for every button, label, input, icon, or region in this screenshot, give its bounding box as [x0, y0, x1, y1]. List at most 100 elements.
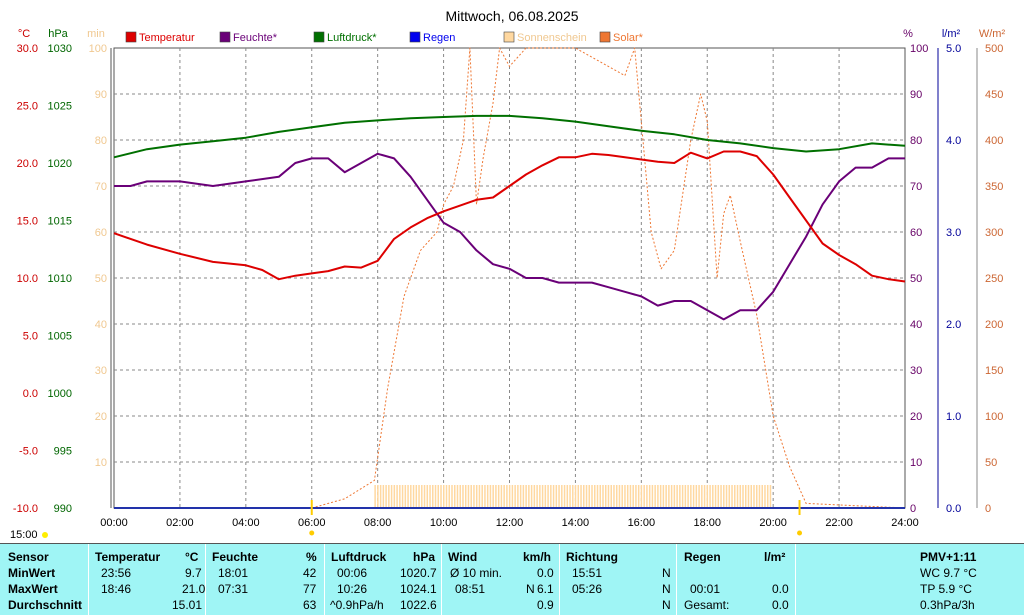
- sunshine-bar: [574, 485, 577, 508]
- axis-unit-lm2: l/m²: [942, 28, 961, 40]
- axis-tick-temp: -5.0: [19, 446, 38, 458]
- sunshine-bar: [687, 485, 689, 508]
- weather-chart: Mittwoch, 06.08.2025 -10.0 -5.0 0.0 5.0 10.0 1…: [10, 8, 1005, 541]
- sunshine-bar: [577, 485, 580, 508]
- axis-tick-pct: 90: [910, 89, 922, 101]
- sunshine-bar: [503, 485, 505, 508]
- stats-hum-value: 77: [303, 582, 317, 596]
- sunshine-bar: [755, 485, 758, 508]
- sunshine-bar: [451, 485, 453, 508]
- legend-label: Temperatur: [139, 32, 195, 44]
- axis-unit-temp: °C: [18, 28, 30, 40]
- sunshine-bar: [500, 485, 503, 508]
- legend-swatch: [219, 31, 231, 43]
- stats-dir-time: 05:26: [572, 582, 603, 596]
- sunshine-bar: [684, 485, 687, 508]
- sunshine-bar: [536, 485, 538, 508]
- solar-line: [311, 47, 906, 509]
- sunshine-bar: [456, 485, 459, 508]
- chart-title: Mittwoch, 06.08.2025: [445, 8, 578, 24]
- sunshine-bar: [426, 485, 429, 508]
- sunshine-bar: [572, 485, 574, 508]
- stats-header-direction: Richtung: [566, 550, 618, 564]
- sunshine-bar: [396, 485, 398, 508]
- sunshine-bar: [659, 485, 662, 508]
- sunshine-bar: [533, 485, 536, 508]
- sunshine-bar: [561, 485, 563, 508]
- stats-header-pmv: PMV+1:11: [920, 550, 977, 564]
- axis-tick-wm2: 200: [985, 319, 1003, 331]
- legend-swatch: [599, 31, 611, 43]
- axis-tick-hpa: 1015: [48, 216, 72, 228]
- legend-label: Solar*: [613, 32, 644, 44]
- axis-unit-min: min: [87, 28, 105, 40]
- stats-press-trend: ^0.9hPa/h: [330, 598, 384, 612]
- sunshine-bar: [453, 485, 456, 508]
- sunshine-bar: [470, 485, 472, 508]
- sunshine-bar: [588, 485, 591, 508]
- sunshine-bar: [618, 485, 621, 508]
- axis-tick-lm2: 1.0: [946, 411, 961, 423]
- sunshine-bar: [506, 485, 508, 508]
- sunshine-bar: [404, 485, 407, 508]
- axis-tick-wm2: 50: [985, 457, 997, 469]
- sunshine-bar: [766, 485, 769, 508]
- axis-tick-time: 12:00: [496, 517, 524, 529]
- sunshine-bar: [615, 485, 618, 508]
- sunshine-bar: [547, 485, 549, 508]
- axis-tick-min: 70: [95, 181, 107, 193]
- axis-tick-pct: 40: [910, 319, 922, 331]
- legend-label: Luftdruck*: [327, 32, 377, 44]
- sunshine-bar: [412, 485, 415, 508]
- sunshine-bar: [723, 485, 725, 508]
- sunshine-bar: [709, 485, 711, 508]
- stats-dir-value: N: [662, 598, 671, 612]
- axis-tick-hpa: 995: [54, 446, 72, 458]
- axis-tick-hpa: 1005: [48, 331, 72, 343]
- axis-tick-lm2: 3.0: [946, 227, 961, 239]
- sunshine-bar: [676, 485, 678, 508]
- sunshine-bar: [679, 485, 681, 508]
- sunshine-bar: [750, 485, 752, 508]
- axis-tick-min: 30: [95, 365, 107, 377]
- sunshine-bar: [377, 485, 379, 508]
- sunshine-bar: [566, 485, 569, 508]
- sunshine-bar: [401, 485, 404, 508]
- stats-press-value: 1022.6: [400, 598, 437, 612]
- sunshine-bar: [640, 485, 643, 508]
- sunshine-bar: [665, 485, 667, 508]
- stats-table: Sensor Temperatur °C Feuchte % Luftdruck…: [0, 543, 1024, 616]
- sunshine-bar: [764, 485, 766, 508]
- sunshine-bar: [602, 485, 604, 508]
- axis-tick-time: 06:00: [298, 517, 326, 529]
- stats-pmv-value: TP 5.9 °C: [920, 582, 972, 596]
- axis-tick-pct: 70: [910, 181, 922, 193]
- sunshine-bar: [635, 485, 637, 508]
- sunshine-bar: [432, 485, 434, 508]
- stats-wind-time: Ø 10 min.: [450, 566, 503, 580]
- sunshine-bar: [511, 485, 514, 508]
- sunshine-bar: [379, 485, 382, 508]
- stats-row-label: MaxWert: [8, 582, 58, 596]
- stats-press-time: 00:06: [337, 566, 368, 580]
- stats-rain-value: 0.0: [772, 582, 789, 596]
- axis-tick-lm2: 0.0: [946, 503, 961, 515]
- stats-temp-value: 9.7: [185, 566, 202, 580]
- axis-tick-wm2: 350: [985, 181, 1003, 193]
- sunshine-bar: [464, 485, 467, 508]
- axis-tick-time: 16:00: [628, 517, 656, 529]
- stats-header-sensor: Sensor: [8, 550, 49, 564]
- axis-tick-wm2: 100: [985, 411, 1003, 423]
- legend-swatch: [409, 31, 421, 43]
- stats-rain-value: 0.0: [772, 598, 789, 612]
- sunshine-bar: [626, 485, 629, 508]
- sunshine-bar: [580, 485, 582, 508]
- sunshine-bar: [637, 485, 640, 508]
- stats-dir-value: N: [662, 582, 671, 596]
- sunshine-bar: [489, 485, 492, 508]
- sunshine-bar: [497, 485, 500, 508]
- legend-swatch: [313, 31, 325, 43]
- stats-rain-total-label: Gesamt:: [684, 598, 730, 612]
- axis-tick-time: 10:00: [430, 517, 458, 529]
- sunshine-bar: [648, 485, 651, 508]
